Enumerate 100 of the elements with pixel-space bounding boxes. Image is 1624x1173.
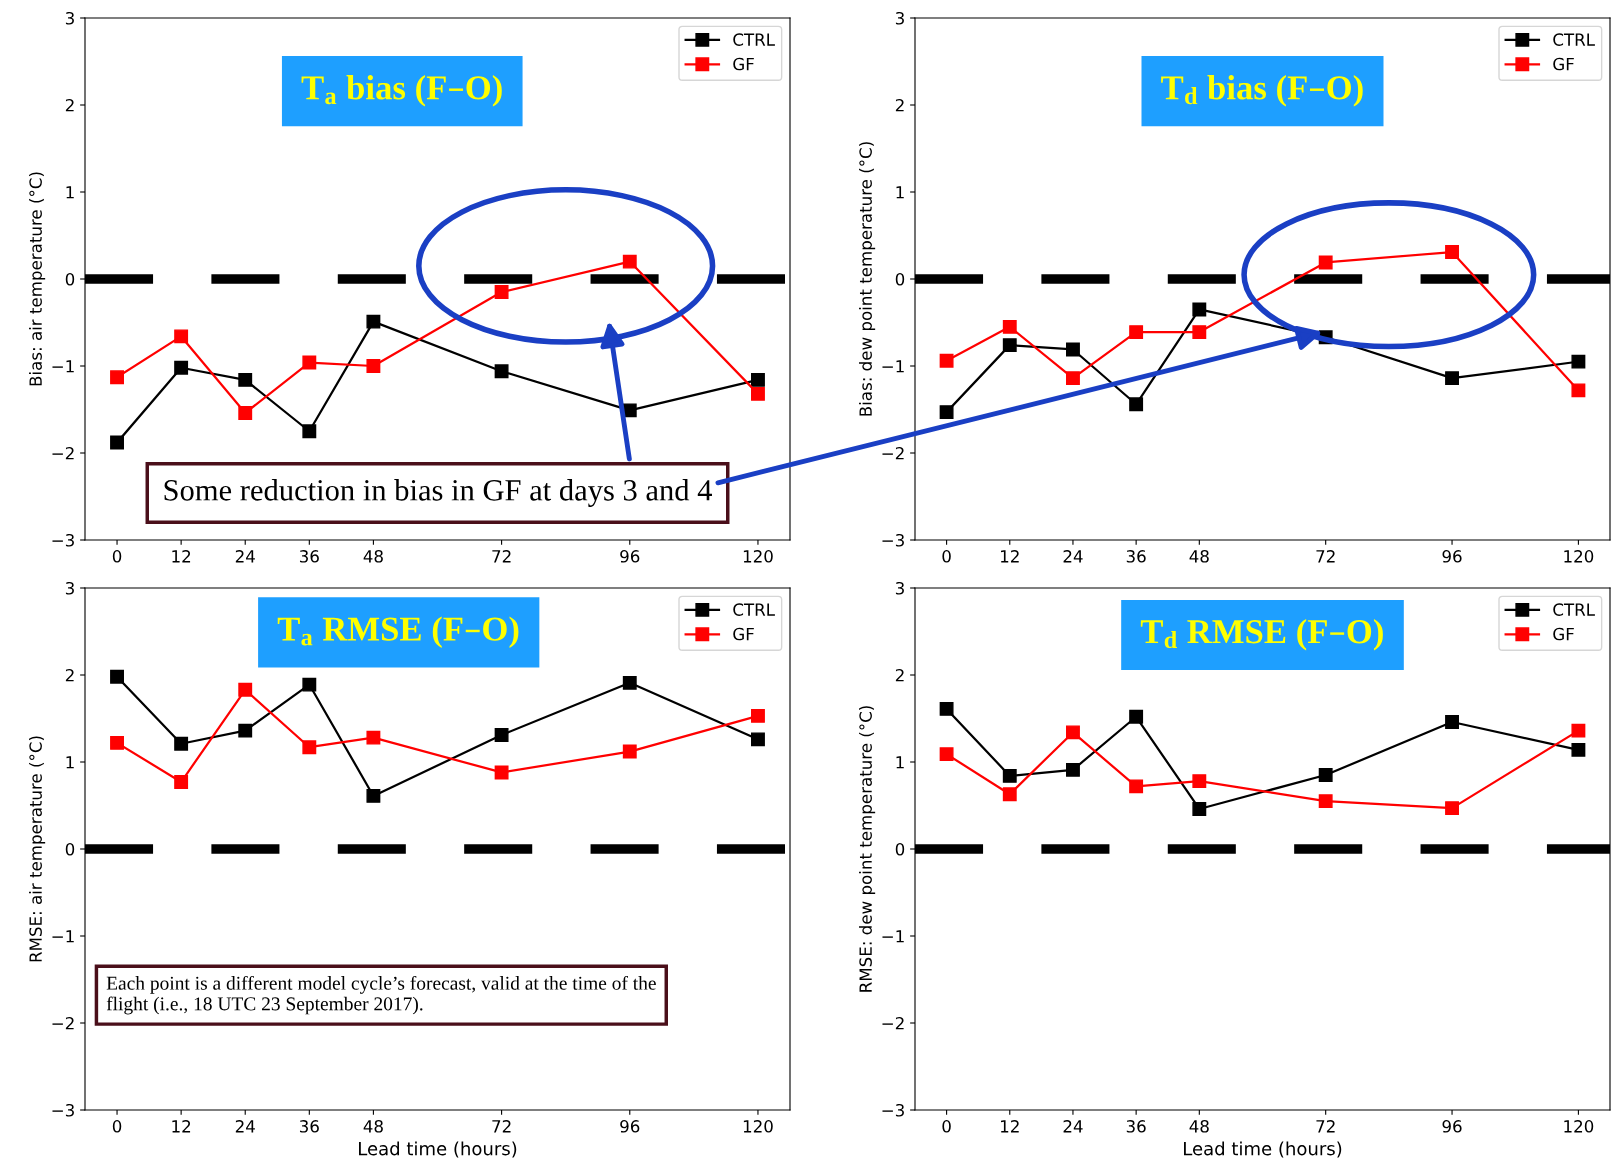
point xyxy=(1192,802,1207,816)
point xyxy=(1571,354,1586,369)
x-tick-label: 48 xyxy=(363,1120,383,1133)
x-tick-label: 24 xyxy=(1063,550,1083,563)
x-tick-label: 96 xyxy=(1442,1120,1462,1133)
x-tick-label: 48 xyxy=(1189,1120,1209,1133)
point xyxy=(1002,319,1017,334)
y-tick-label: −3 xyxy=(52,1103,74,1117)
x-tick-label: 12 xyxy=(1001,1120,1019,1133)
point xyxy=(939,353,954,368)
point xyxy=(939,701,954,716)
legend-label: CTRL xyxy=(1553,603,1595,616)
x-tick-label: 120 xyxy=(743,550,773,563)
y-tick-label: 3 xyxy=(895,11,904,25)
point xyxy=(110,370,124,385)
point xyxy=(1571,742,1586,757)
point xyxy=(1129,779,1144,794)
point xyxy=(174,329,189,344)
y-tick-label: 2 xyxy=(895,98,904,112)
point xyxy=(1192,774,1207,789)
y-tick-label: −2 xyxy=(52,1016,74,1030)
point xyxy=(1571,723,1586,738)
point xyxy=(1066,725,1080,740)
point xyxy=(1066,371,1080,386)
point xyxy=(1318,794,1333,809)
point xyxy=(751,372,765,387)
point xyxy=(302,740,317,755)
point xyxy=(751,732,765,747)
x-tick-label: 48 xyxy=(363,550,383,563)
y-tick-label: 0 xyxy=(895,842,905,856)
y-tick-label: −3 xyxy=(882,1103,904,1117)
x-tick-label: 48 xyxy=(1189,550,1209,563)
legend-label: GF xyxy=(1553,57,1574,71)
y-tick-label: 2 xyxy=(65,668,74,682)
point xyxy=(1318,255,1333,270)
point xyxy=(1445,715,1459,729)
y-tick-label: −1 xyxy=(52,360,74,373)
y-tick-label: 1 xyxy=(896,756,904,769)
x-tick-label: 36 xyxy=(299,550,319,563)
x-tick-label: 0 xyxy=(942,1120,951,1133)
point xyxy=(622,675,637,690)
point xyxy=(494,364,509,379)
y-tick-label: −2 xyxy=(882,446,904,460)
x-tick-label: 120 xyxy=(1564,1120,1594,1133)
y-tick-label: 3 xyxy=(895,581,904,595)
y-tick-label: 2 xyxy=(65,98,74,112)
point xyxy=(1002,787,1017,802)
x-tick-label: 120 xyxy=(1564,550,1594,563)
x-tick-label: 36 xyxy=(299,1120,319,1133)
point xyxy=(494,765,509,780)
y-tick-label: 0 xyxy=(65,272,75,286)
x-tick-label: 96 xyxy=(1442,550,1462,563)
point xyxy=(1192,302,1207,317)
x-tick-label: 24 xyxy=(1063,1120,1083,1133)
point xyxy=(366,314,381,329)
point xyxy=(110,435,124,450)
x-tick-label: 72 xyxy=(1316,1120,1335,1133)
y-tick-label: 0 xyxy=(65,842,75,856)
point xyxy=(302,677,317,692)
point xyxy=(110,735,124,750)
point xyxy=(174,736,189,751)
y-tick-label: 1 xyxy=(66,186,74,199)
y-tick-label: −1 xyxy=(52,930,74,943)
y-tick-label: −2 xyxy=(882,1016,904,1030)
point xyxy=(1129,709,1144,724)
x-tick-label: 72 xyxy=(492,550,511,563)
text: T$_{a}$ RMSE (F–O) xyxy=(277,616,519,648)
point xyxy=(751,708,765,723)
annotation: Some reduction in bias in GF at days 3 and 4 xyxy=(164,479,712,507)
point xyxy=(366,359,381,373)
y-axis-title: Bias: air temperature (°C) xyxy=(29,172,46,386)
point xyxy=(366,788,381,803)
point xyxy=(622,403,637,418)
point xyxy=(1571,383,1586,398)
point xyxy=(238,723,253,738)
y-tick-label: −3 xyxy=(52,533,74,547)
x-axis-title: Lead time (hours) xyxy=(359,1141,517,1158)
point xyxy=(366,730,381,745)
point xyxy=(939,747,954,762)
point xyxy=(1445,245,1459,259)
point xyxy=(622,254,637,269)
y-axis-title: RMSE: air temperature (°C) xyxy=(29,736,46,962)
point xyxy=(1002,768,1017,783)
legend-label: GF xyxy=(733,57,754,71)
point xyxy=(1192,325,1207,340)
legend-label: GF xyxy=(1553,627,1574,641)
x-tick-label: 120 xyxy=(743,1120,773,1133)
annotation: Each point is a different model cycle’s forecast, valid at the time of the flight (i.e., 18 UTC 23 September 2017). xyxy=(106,975,656,1015)
y-tick-label: 0 xyxy=(895,272,905,286)
x-tick-label: 36 xyxy=(1126,550,1146,563)
legend-label: GF xyxy=(733,627,754,641)
point xyxy=(238,372,253,387)
point xyxy=(1445,371,1459,386)
x-tick-label: 36 xyxy=(1126,1120,1146,1133)
x-tick-label: 12 xyxy=(172,1120,191,1133)
point xyxy=(174,360,189,375)
y-tick-label: −2 xyxy=(52,446,74,460)
legend-label: CTRL xyxy=(1553,33,1595,46)
x-tick-label: 96 xyxy=(620,550,640,563)
point xyxy=(622,744,637,759)
